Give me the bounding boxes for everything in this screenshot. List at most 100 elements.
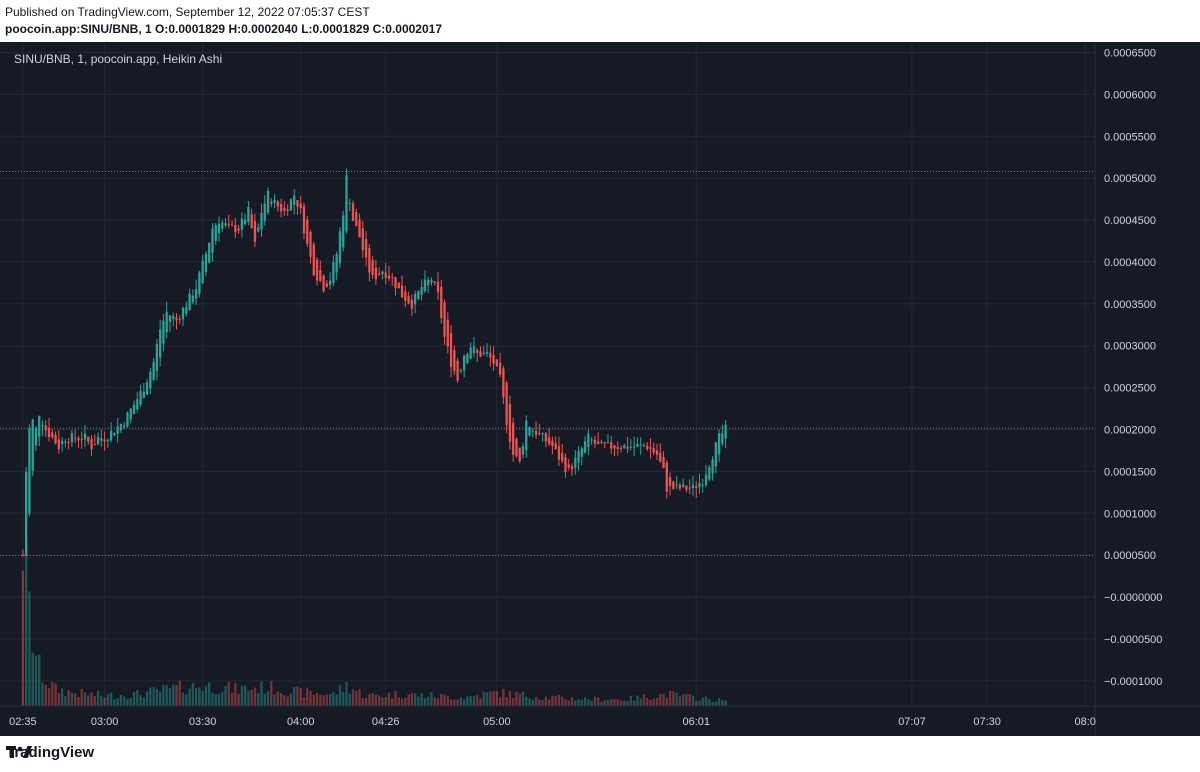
candle-body <box>521 445 525 455</box>
volume-bar <box>263 693 266 706</box>
x-tick-label: 03:00 <box>91 716 119 728</box>
volume-bar <box>335 694 338 706</box>
volume-bar <box>204 685 208 706</box>
candle-body <box>397 282 400 289</box>
candle-body <box>211 228 214 253</box>
tradingview-brand[interactable]: TradingView <box>6 744 94 761</box>
volume-bar <box>302 697 306 706</box>
volume-bar <box>103 697 106 706</box>
volume-bar <box>181 692 185 706</box>
volume-bar <box>51 681 54 706</box>
volume-bar <box>580 699 583 706</box>
volume-bar <box>106 693 110 706</box>
candle-body <box>668 477 672 486</box>
candle-body <box>279 203 283 212</box>
volume-bar <box>276 691 279 706</box>
y-tick-label: 0.0003000 <box>1104 341 1156 353</box>
volume-bar <box>685 693 688 706</box>
candle-body <box>433 281 436 283</box>
candle-body <box>358 219 361 238</box>
volume-bar <box>67 690 70 706</box>
volume-bar <box>260 681 263 706</box>
candle-body <box>688 487 691 489</box>
series-legend[interactable]: SINU/BNB, 1, poocoin.app, Heikin Ashi <box>14 52 223 66</box>
ohlc-line: poocoin.app:SINU/BNB, 1 O:0.0001829 H:0.… <box>5 22 442 36</box>
candle-body <box>224 223 227 226</box>
candle-body <box>67 442 70 444</box>
volume-bar <box>136 690 139 706</box>
volume-bar <box>521 691 525 706</box>
volume-bar <box>440 693 443 706</box>
volume-bar <box>534 697 538 706</box>
volume-bar <box>436 698 440 706</box>
volume-bar <box>217 694 221 706</box>
candle-body <box>698 482 701 488</box>
volume-bar <box>649 700 652 706</box>
volume-bar <box>626 700 629 706</box>
candle-body <box>652 448 655 453</box>
candle-body <box>678 484 682 489</box>
volume-bar <box>668 691 672 706</box>
tradingview-logo-icon <box>6 746 32 758</box>
low-value: 0.0001829 <box>312 22 370 36</box>
candle-body <box>662 457 665 469</box>
volume-bar <box>234 682 237 706</box>
candle-body <box>328 280 332 286</box>
candle-body <box>286 209 289 212</box>
volume-bar <box>41 682 44 706</box>
candle-body <box>590 439 593 441</box>
candle-body <box>597 441 600 444</box>
y-tick-label: 0.0003500 <box>1104 299 1156 311</box>
candle-body <box>21 555 25 557</box>
volume-bar <box>214 694 217 706</box>
chart-area[interactable]: 0.0006500 0.0006000 0.0005500 0.0005000 0.00… <box>0 42 1200 736</box>
candle-body <box>505 382 508 426</box>
volume-bar <box>273 694 276 706</box>
volume-bar <box>378 695 381 706</box>
candle-body <box>194 289 198 299</box>
volume-bar <box>191 682 194 706</box>
candle-body <box>214 225 217 241</box>
volume-bar <box>557 694 561 706</box>
volume-bar <box>221 691 224 706</box>
candle-body <box>554 443 557 449</box>
volume-bar <box>472 695 476 706</box>
volume-bar <box>505 697 508 706</box>
candle-body <box>237 228 240 231</box>
volume-bar <box>211 692 214 706</box>
candle-body <box>714 442 717 467</box>
candle-body <box>613 445 616 449</box>
volume-bar <box>25 536 28 706</box>
candle-body <box>145 382 149 395</box>
close-label: C: <box>372 22 386 36</box>
candles <box>21 168 727 557</box>
candle-body <box>64 441 67 443</box>
candle-body <box>315 259 319 281</box>
candle-body <box>469 347 472 359</box>
price-axis[interactable]: 0.0006500 0.0006000 0.0005500 0.0005000 0.00… <box>1094 42 1162 736</box>
volume-bar <box>531 700 534 706</box>
candle-body <box>430 279 433 283</box>
candle-body <box>387 275 391 279</box>
candle-body <box>332 262 335 283</box>
volume-bar <box>704 696 708 706</box>
candle-body <box>443 302 446 337</box>
volume-bar <box>665 697 668 706</box>
x-tick-label: 05:00 <box>483 716 511 728</box>
volume-bar <box>410 693 413 706</box>
volume-bar <box>495 690 498 706</box>
volume-bar <box>391 698 394 706</box>
volume-bar <box>319 694 322 706</box>
candle-body <box>371 260 374 275</box>
candle-body <box>538 433 541 435</box>
time-axis[interactable]: 02:35 03:00 03:30 04:00 04:26 05:00 06:01 07:07… <box>0 705 1200 728</box>
volume-bar <box>348 693 351 706</box>
publication-header: Published on TradingView.com, September … <box>0 0 1200 42</box>
candle-body <box>498 362 502 375</box>
volume-bar <box>508 690 512 706</box>
price-chart[interactable]: 0.0006500 0.0006000 0.0005500 0.0005000 0.00… <box>0 42 1200 736</box>
volume-bar <box>198 687 201 706</box>
candle-body <box>456 360 459 381</box>
volume-bar <box>250 689 253 706</box>
candle-body <box>221 222 224 229</box>
